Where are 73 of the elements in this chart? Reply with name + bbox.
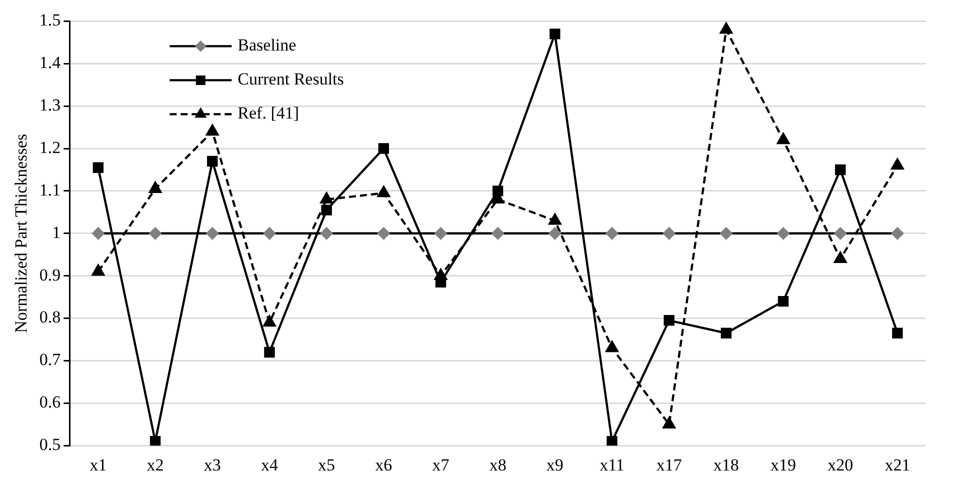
legend-label: Current Results — [238, 70, 344, 89]
x-tick-label: x1 — [90, 455, 107, 474]
point — [207, 156, 218, 167]
point — [435, 276, 446, 288]
point — [834, 227, 846, 240]
point — [378, 143, 389, 154]
point — [148, 182, 162, 193]
x-tick-label: x5 — [318, 455, 336, 474]
point — [776, 132, 790, 144]
legend-label: Ref. [41] — [238, 104, 300, 123]
point — [320, 227, 333, 240]
y-tick-label: 0.7 — [39, 350, 62, 370]
x-tick-label: x3 — [204, 455, 221, 474]
point — [835, 164, 846, 176]
point — [150, 436, 161, 446]
point — [264, 346, 275, 358]
point — [377, 186, 390, 198]
point — [548, 227, 562, 240]
x-tick-label: x19 — [770, 455, 796, 474]
point — [321, 204, 332, 216]
point — [550, 28, 560, 40]
point — [720, 227, 732, 240]
y-tick-label: 1 — [52, 222, 61, 242]
y-tick-label: 0.6 — [39, 392, 61, 412]
point — [778, 296, 789, 307]
x-tick-label: x4 — [260, 455, 278, 474]
point — [320, 192, 333, 204]
point — [834, 252, 847, 263]
y-tick-label: 1.3 — [39, 96, 61, 115]
point — [149, 227, 162, 240]
y-tick-label: 1.4 — [39, 53, 62, 72]
point — [378, 227, 390, 240]
x-tick-label: x9 — [546, 455, 564, 474]
y-tick-label: 1.2 — [39, 138, 61, 157]
point — [720, 328, 732, 338]
x-tick-label: x2 — [146, 455, 164, 474]
point — [662, 227, 676, 240]
x-tick-label: x11 — [600, 455, 624, 474]
point — [92, 162, 104, 173]
point — [891, 227, 904, 240]
point — [492, 186, 504, 196]
x-tick-label: x21 — [884, 455, 910, 474]
y-tick-label: 1.1 — [39, 180, 61, 200]
y-tick-label: 1.5 — [39, 10, 61, 30]
point — [492, 227, 504, 240]
y-tick-label: 0.5 — [39, 435, 61, 454]
point — [206, 124, 219, 136]
y-axis-title: Normalized Part Thicknesses — [12, 134, 31, 333]
point — [664, 315, 674, 326]
point — [263, 227, 276, 240]
x-tick-label: x7 — [432, 455, 450, 474]
point — [606, 340, 618, 352]
x-tick-label: x6 — [375, 455, 392, 474]
point — [263, 315, 276, 327]
point — [606, 436, 618, 446]
x-tick-label: x8 — [489, 455, 506, 474]
point — [720, 22, 732, 34]
point — [92, 227, 104, 240]
point — [777, 227, 790, 240]
point — [434, 227, 447, 240]
legend-label: Baseline — [238, 36, 296, 55]
point — [891, 158, 904, 170]
point — [892, 328, 903, 338]
y-tick-label: 0.8 — [39, 308, 61, 327]
point — [606, 227, 618, 240]
point — [548, 214, 562, 225]
point — [662, 417, 676, 428]
y-tick-label: 0.9 — [39, 265, 61, 284]
x-tick-label: x18 — [713, 455, 739, 474]
point — [92, 264, 104, 276]
point — [206, 227, 218, 240]
x-tick-label: x20 — [828, 455, 854, 474]
x-tick-label: x17 — [656, 455, 682, 474]
